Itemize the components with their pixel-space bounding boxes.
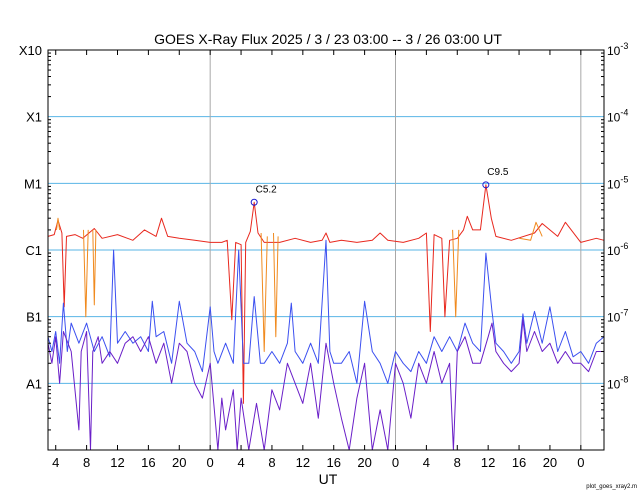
- series-line-0: [47, 184, 605, 404]
- x-tick-label: 4: [52, 455, 59, 470]
- x-tick-label: 8: [454, 455, 461, 470]
- series-line-1: [56, 217, 543, 352]
- series-line-2: [47, 239, 605, 384]
- x-tick-label: 20: [543, 455, 557, 470]
- flare-peak-marker: [482, 181, 490, 189]
- series-line-3: [47, 319, 604, 451]
- y-tick-label-left: A1: [26, 376, 42, 391]
- x-tick-label: 16: [141, 455, 155, 470]
- x-tick-label: 0: [577, 455, 584, 470]
- series-layer: [47, 184, 605, 451]
- y-tick-label-right: 10-6: [607, 241, 628, 258]
- chart-title: GOES X-Ray Flux 2025 / 3 / 23 03:00 -- 3…: [154, 31, 502, 47]
- x-tick-label: 0: [207, 455, 214, 470]
- x-tick-label: 12: [296, 455, 310, 470]
- x-tick-label: 12: [110, 455, 124, 470]
- x-tick-label: 12: [481, 455, 495, 470]
- flare-peak-label: C5.2: [256, 184, 278, 195]
- y-tick-label-right: 10-7: [607, 308, 628, 325]
- x-tick-label: 16: [512, 455, 526, 470]
- y-tick-label-left: X10: [19, 43, 42, 58]
- x-tick-label: 20: [357, 455, 371, 470]
- flare-peak-marker: [250, 198, 258, 206]
- y-tick-label-right: 10-8: [607, 374, 628, 391]
- x-tick-label: 0: [392, 455, 399, 470]
- y-tick-label-left: M1: [24, 176, 42, 191]
- flare-peak-label: C9.5: [487, 167, 509, 178]
- plot-frame: [47, 49, 605, 451]
- x-axis-label: UT: [319, 471, 338, 487]
- x-tick-label: 4: [423, 455, 430, 470]
- y-tick-label-left: C1: [25, 243, 42, 258]
- x-tick-label: 16: [326, 455, 340, 470]
- y-tick-label-right: 10-5: [607, 174, 628, 191]
- ticks-layer: [48, 49, 604, 450]
- y-tick-label-left: B1: [26, 310, 42, 325]
- x-tick-label: 8: [83, 455, 90, 470]
- labels-layer: X10 X1 M1 C1 B1 A1 10-3 10-4 10-5 10-6 10-7 10-8 4 8 1…: [19, 41, 629, 470]
- y-tick-label-right: 10-3: [607, 41, 628, 58]
- x-tick-label: 8: [268, 455, 275, 470]
- y-tick-label-right: 10-4: [607, 108, 628, 125]
- y-tick-label-left: X1: [26, 110, 42, 125]
- annotation-layer: C5.2 C9.5: [250, 167, 509, 206]
- plot-credit: plot_goes_xray2.m: [586, 484, 637, 490]
- x-tick-label: 4: [237, 455, 244, 470]
- x-tick-label: 20: [172, 455, 186, 470]
